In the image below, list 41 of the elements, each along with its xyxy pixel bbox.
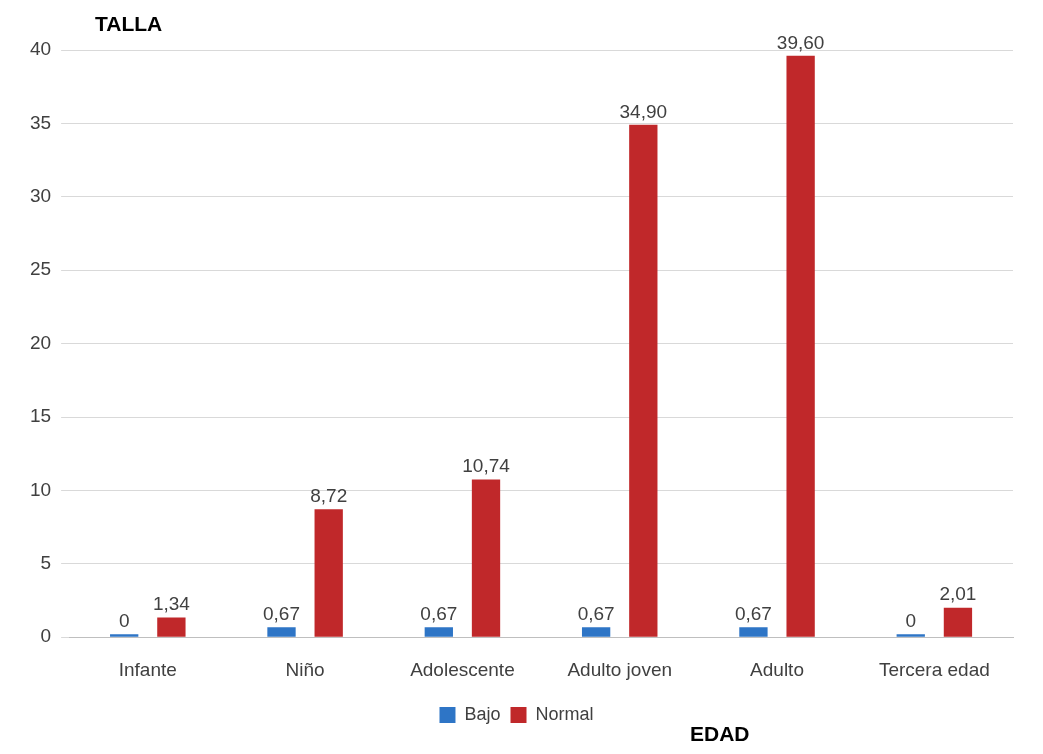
data-label: 0,67 [263,603,300,625]
y-tick-label: 40 [29,38,52,60]
bar [629,124,658,637]
data-label: 0 [118,609,130,631]
bar [267,627,296,637]
bar [786,55,815,637]
x-tick-label: Adulto joven [567,658,673,680]
x-axis-title: EDAD [690,722,750,746]
data-label: 0,67 [420,603,458,625]
bar [424,627,453,637]
y-tick-label: 30 [29,185,52,207]
x-tick-label: Tercera edad [878,658,990,680]
data-label: 8,72 [310,484,348,506]
bar [157,617,186,637]
data-label: 10,74 [462,455,511,477]
bar [314,509,343,637]
y-tick-label: 0 [40,625,52,647]
y-tick-label: 25 [29,258,52,280]
x-tick-label: Adolescente [410,658,515,680]
y-tick-label: 5 [40,552,52,574]
data-label: 1,34 [152,593,191,615]
legend-label: Bajo [464,703,501,724]
x-tick-label: Infante [118,658,177,680]
y-axis-title: TALLA [95,12,163,36]
y-tick-label: 15 [29,405,52,427]
data-label: 0,67 [734,603,772,625]
bar [471,479,501,637]
y-tick-label: 10 [29,478,52,500]
data-label: 0,67 [577,603,615,625]
y-tick-label: 20 [29,331,52,353]
x-tick-label: Niño [285,658,325,680]
data-label: 0 [905,609,917,631]
data-label: 34,90 [619,100,668,122]
data-label: 2,01 [939,583,977,605]
legend-label: Normal [535,703,594,724]
bar [943,607,973,637]
y-tick-label: 35 [29,111,52,133]
data-label: 39,60 [776,31,825,53]
bar [739,627,768,637]
bar [581,627,611,637]
x-tick-label: Adulto [750,658,804,680]
